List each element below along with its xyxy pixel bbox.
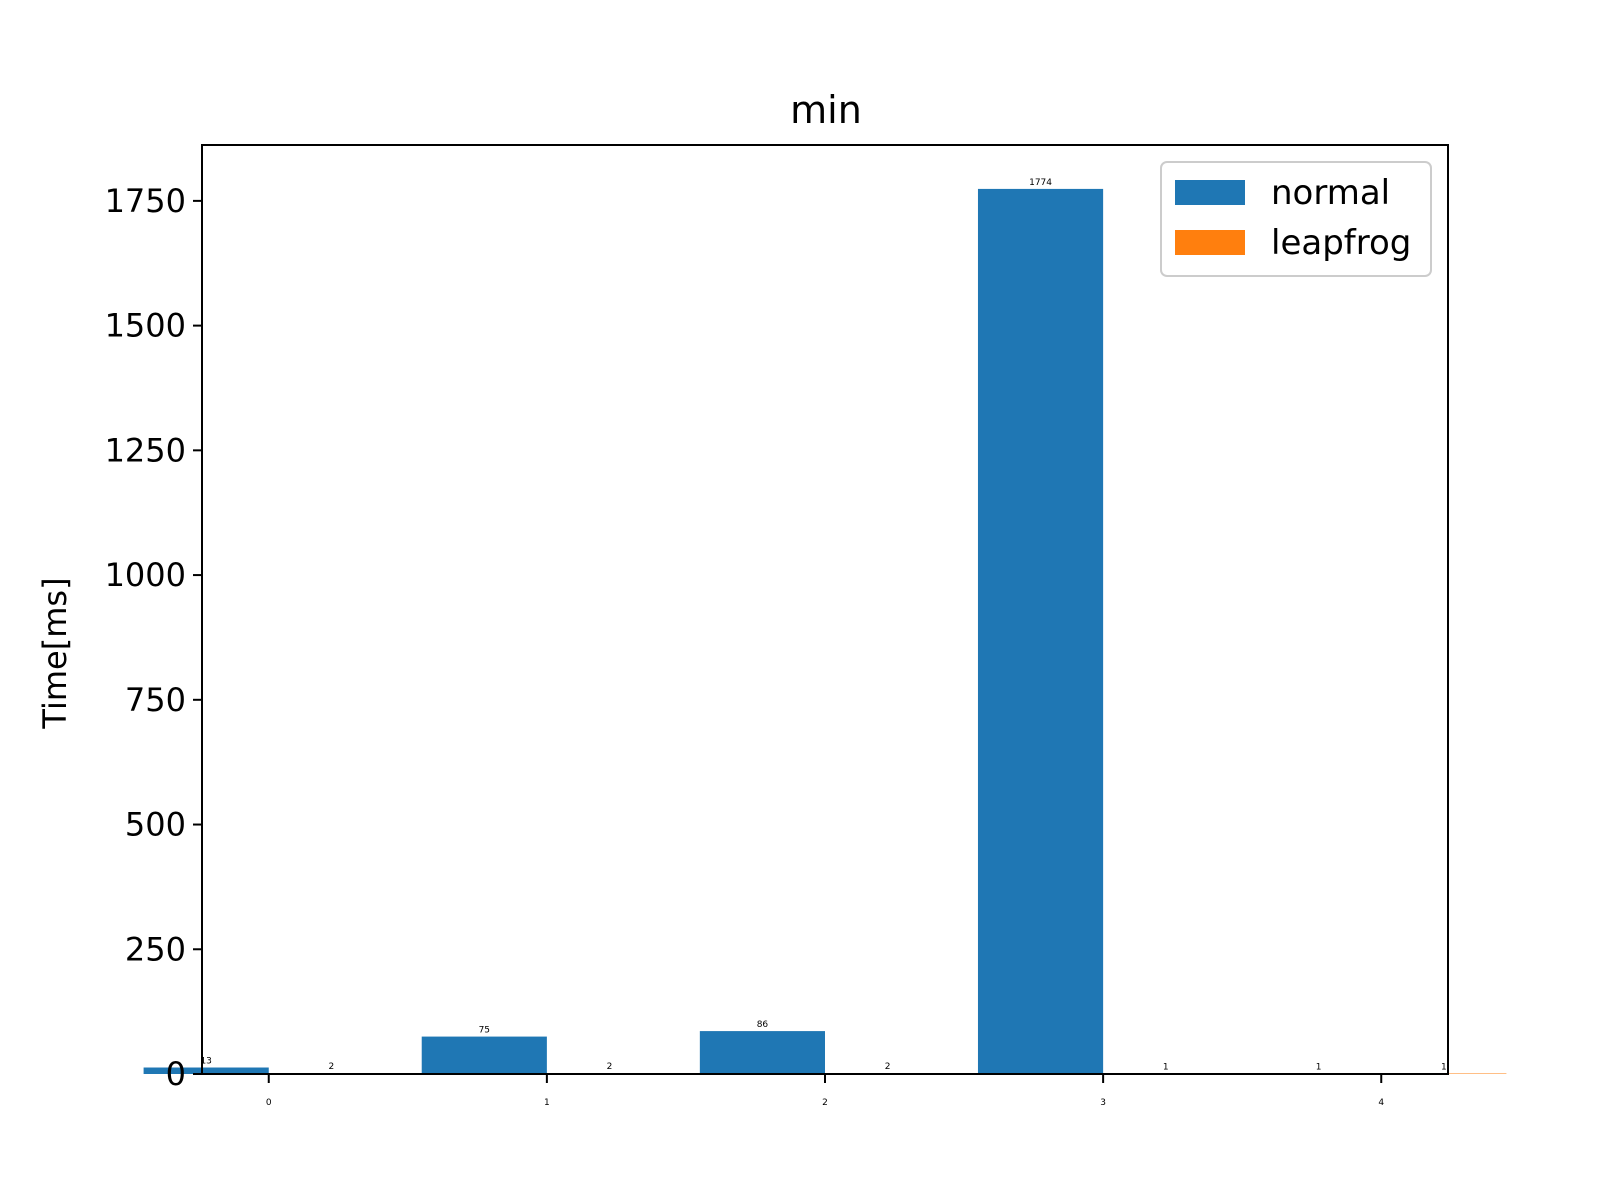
- data-label-normal-3: 1774: [1029, 178, 1052, 188]
- bar-normal-3: [977, 188, 1104, 1075]
- chart-title: min: [790, 88, 862, 132]
- y-tick-label-1500: 1500: [105, 307, 186, 345]
- data-label-normal-4: 1: [1316, 1063, 1322, 1073]
- bar-normal-1: [421, 1036, 547, 1074]
- x-tick-label-4: 4: [1378, 1098, 1384, 1108]
- data-label-normal-1: 75: [479, 1026, 490, 1036]
- data-label-leapfrog-2: 2: [885, 1062, 891, 1072]
- data-label-normal-0: 13: [200, 1057, 211, 1067]
- y-tick-label-1750: 1750: [105, 182, 186, 220]
- y-tick-label-500: 500: [125, 806, 186, 844]
- data-label-leapfrog-0: 2: [328, 1062, 334, 1072]
- legend: normal leapfrog: [1160, 161, 1432, 277]
- legend-swatch-normal: [1175, 180, 1245, 205]
- x-tick-label-3: 3: [1100, 1098, 1106, 1108]
- x-tick-label-1: 1: [544, 1098, 550, 1108]
- legend-label-normal: normal: [1271, 173, 1390, 213]
- y-tick-label-0: 0: [166, 1055, 186, 1093]
- bar-normal-0: [143, 1067, 269, 1074]
- x-tick-label-0: 0: [266, 1098, 272, 1108]
- legend-swatch-leapfrog: [1175, 230, 1245, 255]
- y-tick-label-1250: 1250: [105, 431, 186, 469]
- bar-normal-2: [699, 1031, 825, 1074]
- y-tick-label-250: 250: [125, 930, 186, 968]
- legend-label-leapfrog: leapfrog: [1271, 223, 1411, 263]
- y-tick-label-1000: 1000: [105, 556, 186, 594]
- plot-area: 13 75 86 1774 1 2 2 2 1 1 0 1 2 3 4 0 250 500 750 1000 1250 1…: [105, 178, 1507, 1108]
- data-label-normal-2: 86: [757, 1020, 769, 1030]
- data-label-leapfrog-3: 1: [1163, 1063, 1169, 1073]
- x-tick-label-2: 2: [822, 1098, 828, 1108]
- y-axis-label: Time[ms]: [36, 577, 74, 729]
- data-label-leapfrog-1: 2: [607, 1062, 613, 1072]
- plot-frame: [201, 144, 1449, 1075]
- data-label-leapfrog-4: 1: [1441, 1063, 1447, 1073]
- y-tick-label-750: 750: [125, 681, 186, 719]
